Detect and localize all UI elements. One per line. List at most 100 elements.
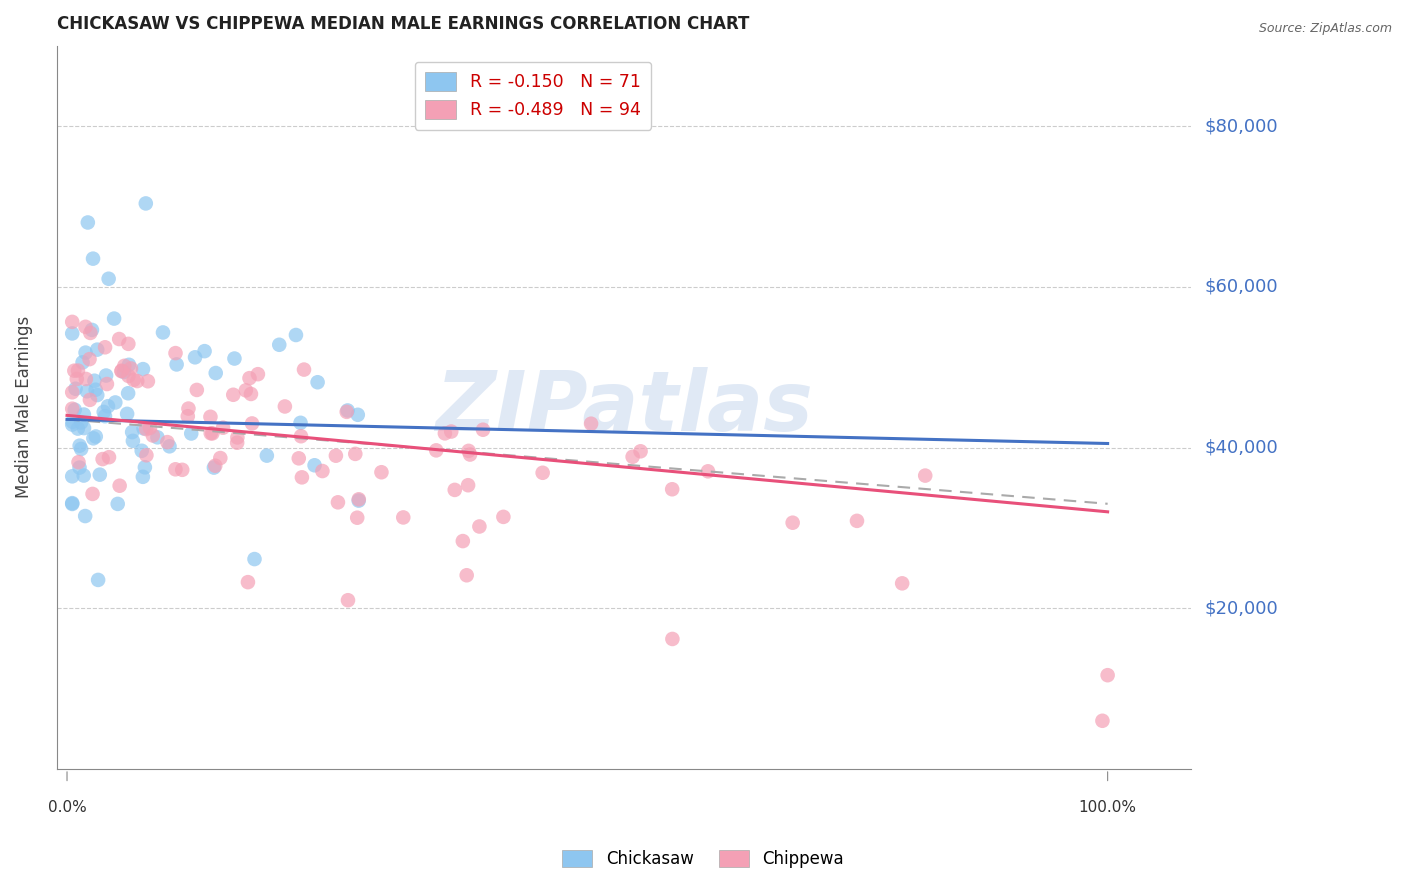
Point	[112, 359, 135, 373]
Point	[108, 332, 131, 346]
Point	[98, 450, 121, 465]
Point	[336, 403, 359, 417]
Point	[224, 351, 246, 366]
Point	[73, 408, 96, 422]
Point	[111, 364, 134, 378]
Point	[172, 463, 194, 477]
Point	[472, 423, 495, 437]
Point	[83, 374, 105, 388]
Point	[70, 416, 93, 430]
Point	[456, 568, 478, 582]
Point	[209, 450, 232, 465]
Point	[60, 497, 83, 511]
Point	[222, 388, 245, 402]
Y-axis label: Median Male Earnings: Median Male Earnings	[15, 316, 32, 499]
Point	[70, 442, 93, 456]
Point	[492, 509, 515, 524]
Point	[290, 429, 312, 443]
Point	[66, 372, 89, 386]
Point	[135, 448, 157, 462]
Point	[226, 430, 249, 444]
Point	[468, 519, 491, 533]
Point	[79, 326, 101, 340]
Point	[136, 374, 159, 388]
Point	[180, 426, 202, 441]
Legend: Chickasaw, Chippewa: Chickasaw, Chippewa	[555, 843, 851, 875]
Point	[60, 417, 83, 432]
Point	[84, 383, 107, 397]
Point	[392, 510, 415, 524]
Point	[311, 464, 333, 478]
Point	[697, 464, 720, 478]
Point	[75, 345, 97, 359]
Point	[152, 326, 174, 340]
Point	[73, 468, 96, 483]
Point	[66, 421, 89, 435]
Point	[60, 401, 83, 416]
Text: Source: ZipAtlas.com: Source: ZipAtlas.com	[1258, 22, 1392, 36]
Point	[457, 478, 479, 492]
Point	[66, 363, 89, 377]
Point	[122, 434, 145, 448]
Point	[621, 450, 644, 464]
Point	[117, 368, 139, 383]
Point	[325, 449, 347, 463]
Point	[93, 405, 115, 419]
Point	[75, 509, 97, 524]
Point	[326, 495, 349, 509]
Point	[846, 514, 869, 528]
Point	[443, 483, 465, 497]
Point	[579, 417, 602, 431]
Legend: R = -0.150   N = 71, R = -0.489   N = 94: R = -0.150 N = 71, R = -0.489 N = 94	[415, 62, 651, 129]
Point	[269, 338, 291, 352]
Point	[131, 443, 153, 458]
Text: $20,000: $20,000	[1205, 599, 1278, 617]
Point	[177, 409, 200, 424]
Point	[186, 383, 208, 397]
Point	[60, 496, 83, 510]
Point	[284, 328, 307, 343]
Point	[451, 534, 474, 549]
Point	[146, 430, 169, 444]
Point	[156, 435, 179, 450]
Point	[97, 271, 120, 285]
Point	[200, 426, 222, 441]
Point	[69, 439, 91, 453]
Point	[193, 344, 215, 359]
Point	[60, 385, 83, 400]
Point	[274, 400, 297, 414]
Point	[82, 252, 104, 266]
Point	[291, 470, 314, 484]
Point	[63, 364, 86, 378]
Point	[117, 386, 139, 401]
Point	[307, 376, 329, 390]
Point	[104, 395, 127, 409]
Point	[65, 382, 87, 396]
Point	[82, 487, 104, 501]
Point	[89, 467, 111, 482]
Point	[236, 575, 259, 590]
Point	[290, 416, 312, 430]
Point	[76, 215, 98, 229]
Point	[76, 384, 98, 399]
Point	[132, 421, 155, 435]
Point	[204, 458, 226, 473]
Point	[110, 364, 132, 378]
Point	[69, 460, 91, 475]
Point	[891, 576, 914, 591]
Point	[94, 368, 117, 383]
Point	[235, 384, 257, 398]
Point	[287, 451, 309, 466]
Point	[75, 372, 97, 386]
Point	[370, 465, 392, 479]
Point	[240, 417, 263, 431]
Text: $40,000: $40,000	[1205, 439, 1278, 457]
Point	[239, 387, 262, 401]
Point	[204, 366, 226, 380]
Point	[177, 401, 200, 416]
Point	[1091, 714, 1114, 728]
Point	[96, 377, 118, 392]
Point	[226, 435, 249, 450]
Point	[184, 351, 207, 365]
Text: 0.0%: 0.0%	[48, 799, 86, 814]
